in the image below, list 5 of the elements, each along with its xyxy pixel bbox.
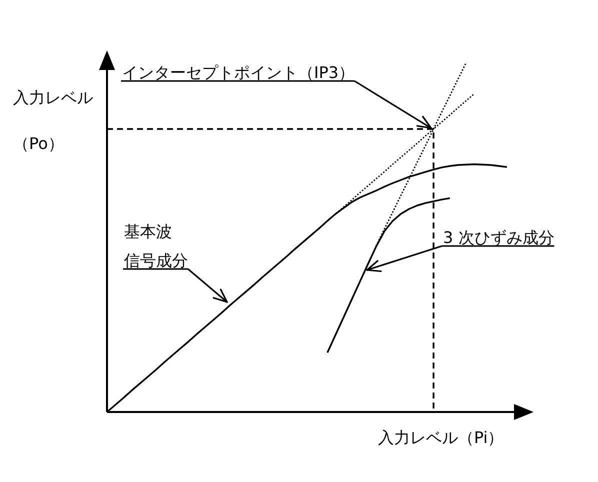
y-axis-title: 入力レベル（Po） [13, 88, 93, 153]
annotation: インターセプトポイント（IP3） [122, 63, 355, 82]
x-axis-title: 入力レベル（Pi） [378, 428, 504, 447]
annotation: 3 次ひずみ成分 [443, 228, 554, 247]
annotation: 基本波信号成分 [124, 222, 188, 270]
